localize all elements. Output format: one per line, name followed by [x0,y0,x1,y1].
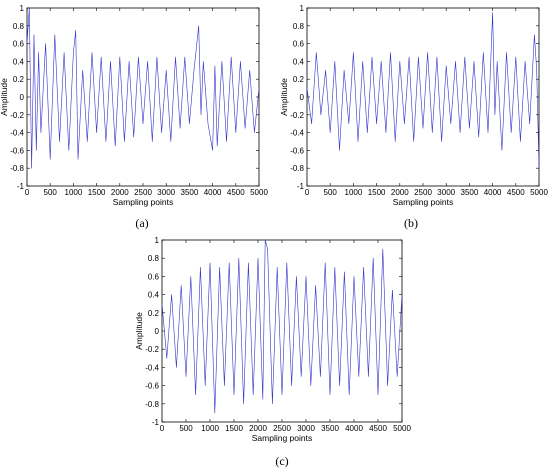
x-tick-label: 3500 [461,188,479,197]
x-tick-label: 5000 [250,188,268,197]
x-tick-label: 500 [44,188,58,197]
y-tick-label: -0.4 [145,363,159,372]
panel-label-c: (c) [275,454,288,468]
x-tick-label: 3000 [437,188,455,197]
x-tick-label: 4500 [507,188,525,197]
x-tick-label: 1500 [88,188,106,197]
y-tick-label: 1 [155,236,160,245]
y-tick-label: -0.6 [10,146,24,155]
x-tick-label: 2500 [414,188,432,197]
x-axis-title: Sampling points [252,433,312,443]
x-tick-label: 3000 [157,188,175,197]
y-tick-label: -0.8 [10,164,24,173]
y-tick-label: -0.8 [145,400,159,409]
y-tick-label: 1 [300,4,305,13]
y-tick-label: 0.4 [293,57,305,66]
x-tick-label: 3500 [321,424,339,433]
y-tick-label: 0.2 [148,309,160,318]
y-tick-label: -0.4 [290,129,304,138]
x-tick-label: 4000 [484,188,502,197]
x-tick-label: 0 [305,188,310,197]
x-tick-label: 2000 [111,188,129,197]
y-tick-label: -0.6 [290,146,304,155]
plot-frame [306,7,540,187]
y-tick-label: 0.8 [148,254,160,263]
x-tick-label: 2000 [249,424,267,433]
y-axis-title: Amplitude [0,78,9,116]
x-tick-label: 500 [179,424,193,433]
y-tick-label: 0.8 [293,22,305,31]
y-tick-label: 0.6 [293,40,305,49]
chart-c: 0 500 1000 1500 2000 2500 3000 3500 4000 4500 5000… [134,236,411,443]
x-tick-label: 5000 [393,424,411,433]
y-tick-label: 0.4 [13,57,25,66]
y-tick-label: -0.2 [10,111,24,120]
panel-label-b: (b) [404,216,418,230]
y-tick-label: 0.8 [13,22,25,31]
y-tick-label: 0 [20,93,25,102]
x-tick-label: 500 [324,188,338,197]
y-tick-label: -0.2 [290,111,304,120]
y-tick-label: -1 [152,418,160,427]
x-tick-label: 4000 [204,188,222,197]
chart-b: 0 500 1000 1500 2000 2500 3000 3500 4000 4500 5000… [279,4,548,207]
y-tick-label: -0.2 [145,345,159,354]
panel-label-a: (a) [135,216,148,230]
x-tick-label: 4000 [345,424,363,433]
series-line [161,239,403,414]
x-axis-title: Sampling points [393,197,453,207]
x-tick-label: 1500 [225,424,243,433]
y-tick-label: 0.2 [293,75,305,84]
x-tick-label: 1000 [201,424,219,433]
y-tick-label: 0.6 [148,272,160,281]
x-tick-label: 4500 [227,188,245,197]
x-axis-title: Sampling points [113,197,173,207]
x-tick-label: 0 [160,424,165,433]
y-axis-title: Amplitude [279,78,289,116]
y-tick-label: -1 [297,182,305,191]
x-tick-label: 4500 [369,424,387,433]
y-tick-label: -0.4 [10,129,24,138]
y-tick-label: -1 [17,182,25,191]
x-tick-label: 0 [25,188,30,197]
y-tick-label: 0 [155,327,160,336]
x-tick-label: 3000 [297,424,315,433]
y-tick-label: 0.6 [13,40,25,49]
chart-a: 0 500 1000 1500 2000 2500 3000 3500 4000 4500 5000… [0,4,268,207]
series-line [306,12,540,169]
y-tick-label: -0.8 [290,164,304,173]
x-tick-label: 2500 [273,424,291,433]
y-tick-label: -0.6 [145,382,159,391]
x-tick-label: 5000 [530,188,548,197]
x-tick-label: 2000 [391,188,409,197]
y-axis-title: Amplitude [134,312,144,350]
x-tick-label: 1000 [345,188,363,197]
y-tick-label: 0.4 [148,291,160,300]
series-line [26,7,260,169]
x-tick-label: 1500 [368,188,386,197]
x-tick-label: 3500 [181,188,199,197]
y-tick-label: 0 [300,93,305,102]
y-tick-label: 0.2 [13,75,25,84]
x-tick-label: 2500 [134,188,152,197]
y-tick-label: 1 [20,4,25,13]
plot-frame [26,7,260,187]
x-tick-label: 1000 [65,188,83,197]
